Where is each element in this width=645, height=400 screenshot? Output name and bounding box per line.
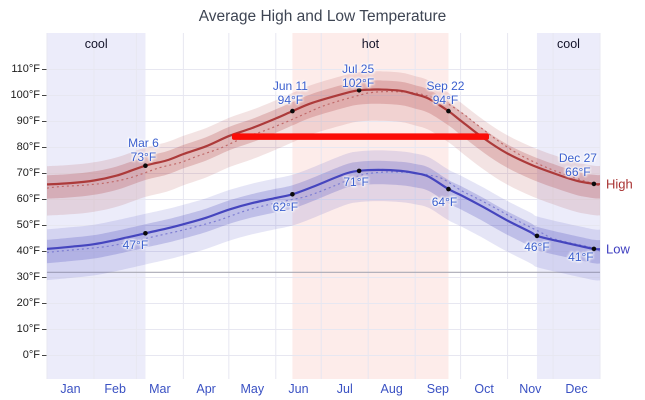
low-series-label: Low	[606, 241, 630, 257]
x-axis-month-label: Nov	[519, 382, 542, 396]
low-percentile-band-inner	[47, 160, 600, 264]
low-annotation-label: 46°F	[524, 239, 550, 254]
high-data-point-marker	[591, 181, 597, 187]
low-annotation-label: 47°F	[122, 238, 149, 253]
low-data-point-marker	[534, 233, 540, 239]
high-annotation-label: Sep 22 94°F	[426, 79, 465, 108]
high-annotation-label: Mar 6 73°F	[128, 135, 159, 164]
high-series-label: High	[606, 176, 633, 192]
x-axis-month-label: Jan	[60, 382, 81, 396]
y-axis-label: 0°F	[22, 348, 40, 361]
y-axis-label: 30°F	[16, 270, 40, 283]
low-data-point-marker	[591, 246, 597, 252]
y-axis-label: 50°F	[16, 218, 40, 231]
high-annotation-label: Dec 27 66°F	[558, 150, 597, 179]
x-axis-month-label: Oct	[474, 382, 494, 396]
high-data-point-marker	[356, 88, 362, 93]
hot-season-label: hot	[361, 37, 380, 51]
y-axis-label: 20°F	[16, 296, 40, 309]
high-dotted-line	[47, 90, 600, 189]
high-percentile-band-outer	[47, 71, 600, 216]
y-axis-label: 10°F	[16, 322, 40, 335]
high-percentile-band-inner	[47, 80, 600, 199]
high-temperature-line	[47, 88, 600, 186]
high-data-point-marker	[446, 108, 451, 114]
chart-title: Average High and Low Temperature	[198, 8, 447, 25]
y-axis-label: 100°F	[10, 88, 40, 101]
x-axis-month-label: Mar	[149, 382, 171, 396]
high-data-point-marker	[290, 108, 295, 114]
low-data-point-marker	[446, 186, 451, 192]
high-annotation-label: Jun 11 94°F	[272, 79, 308, 108]
x-axis-month-label: Jul	[336, 382, 353, 396]
y-axis-label: 40°F	[16, 244, 40, 257]
y-axis-label: 90°F	[16, 114, 40, 127]
red-annotation-bar	[231, 133, 490, 140]
low-dotted-line	[47, 171, 600, 254]
x-axis-month-label: Aug	[380, 382, 403, 396]
low-annotation-label: 64°F	[431, 195, 458, 210]
low-annotation-label: 62°F	[272, 200, 299, 215]
y-axis-label: 110°F	[11, 62, 40, 75]
low-data-point-marker	[143, 231, 148, 236]
high-annotation-label: Jul 25 102°F	[342, 62, 375, 91]
cool-season-band	[47, 33, 146, 379]
cool-season-label: cool	[557, 37, 580, 51]
cool-season-label: cool	[84, 37, 108, 51]
x-axis-month-label: Dec	[565, 382, 588, 396]
x-axis-month-label: Jun	[288, 382, 309, 396]
cool-season-band	[536, 33, 600, 379]
low-data-point-marker	[356, 168, 362, 174]
x-axis-month-label: May	[240, 382, 265, 396]
low-percentile-band-outer	[47, 150, 600, 281]
hot-season-band	[292, 33, 449, 379]
x-axis-month-label: Apr	[196, 382, 216, 396]
low-annotation-label: 71°F	[343, 174, 369, 189]
x-axis-month-label: Sep	[426, 382, 449, 396]
y-axis-label: 70°F	[16, 166, 40, 179]
low-data-point-marker	[290, 192, 295, 197]
y-axis-label: 60°F	[16, 192, 40, 205]
low-annotation-label: 41°F	[568, 249, 594, 264]
high-data-point-marker	[143, 163, 148, 168]
x-axis-month-label: Feb	[104, 382, 126, 396]
y-axis-label: 80°F	[16, 140, 40, 153]
